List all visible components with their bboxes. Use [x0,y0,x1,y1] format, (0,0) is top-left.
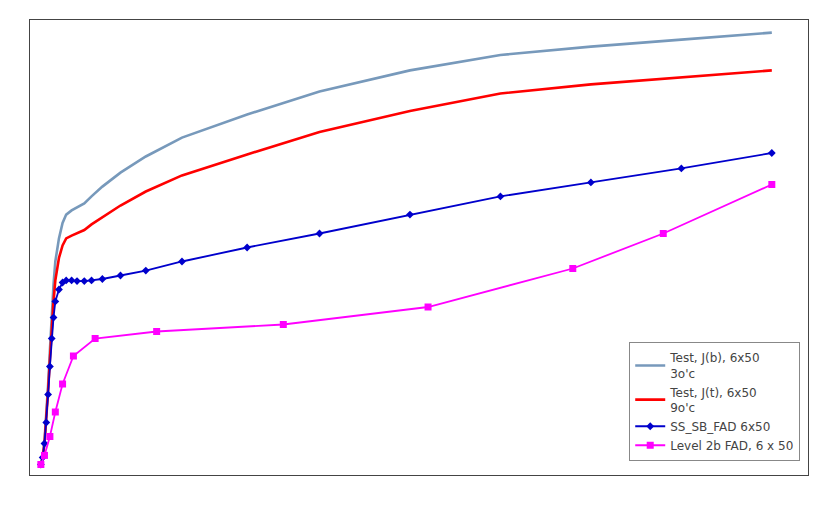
svg-text:Test, J(t), 6x509o'c: Test, J(t), 6x509o'c [669,386,757,416]
svg-text:SS_SB_FAD 6x50: SS_SB_FAD 6x50 [670,420,770,434]
svg-text:Test, J(b), 6x503o'c: Test, J(b), 6x503o'c [669,351,759,381]
svg-text:Level 2b FAD, 6 x 50: Level 2b FAD, 6 x 50 [670,439,793,453]
